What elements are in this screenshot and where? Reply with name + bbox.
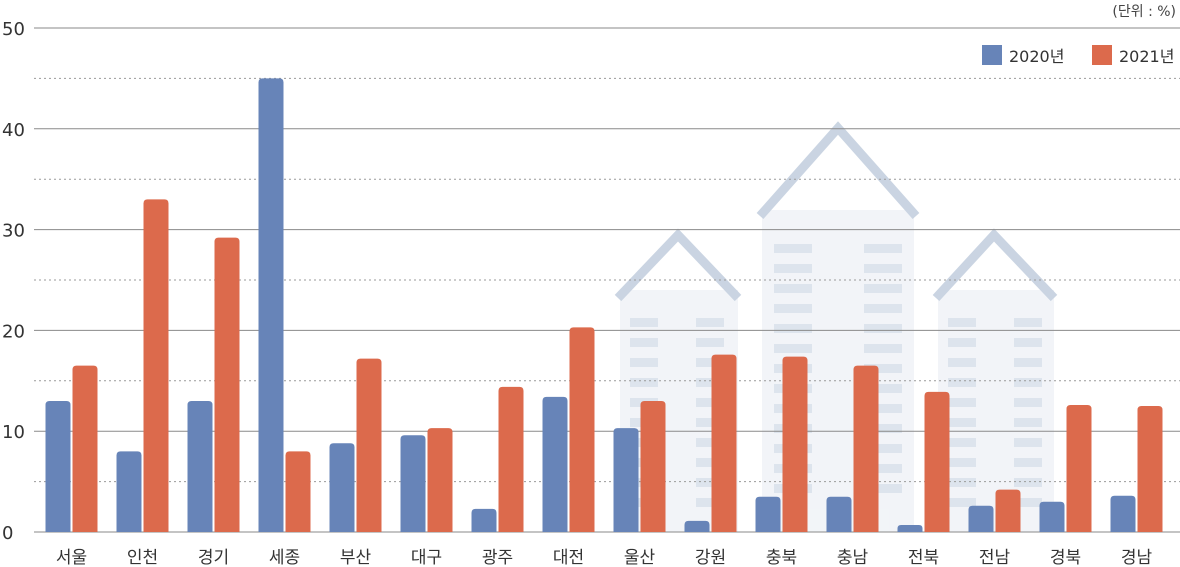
- bar-2021-13: [995, 489, 1021, 532]
- bar-2021-14: [1066, 404, 1092, 532]
- bar-2020-13: [968, 505, 994, 532]
- legend: 2020년 2021년: [982, 45, 1174, 66]
- x-category-label: 전북: [908, 548, 939, 567]
- bar-2020-12: [897, 524, 923, 532]
- bar-2020-0: [45, 400, 71, 532]
- bar-2021-0: [72, 365, 98, 532]
- x-category-label: 경남: [1121, 548, 1153, 567]
- legend-swatch-0: [982, 45, 1002, 65]
- x-category-label: 경북: [1050, 548, 1081, 567]
- legend-label-0: 2020년: [1009, 47, 1064, 66]
- y-axis-tick-labels: 0 10 20 30 40 50: [2, 19, 25, 544]
- bar-2020-5: [400, 435, 426, 532]
- bar-2020-11: [826, 496, 852, 532]
- bar-2020-7: [542, 396, 568, 532]
- bar-2021-12: [924, 391, 950, 532]
- x-category-label: 충남: [837, 548, 869, 567]
- bar-2021-7: [569, 327, 595, 532]
- bar-2020-2: [187, 400, 213, 532]
- x-category-label: 대구: [411, 548, 442, 567]
- bar-2021-5: [427, 428, 453, 532]
- y-tick-label: 0: [2, 523, 13, 544]
- bar-2020-8: [613, 428, 639, 532]
- bars: [45, 78, 1163, 533]
- legend-label-1: 2021년: [1119, 47, 1174, 66]
- bar-2020-10: [755, 496, 781, 532]
- bar-2021-3: [285, 451, 311, 532]
- unit-label: (단위 : %): [1112, 4, 1176, 20]
- bar-2021-1: [143, 199, 169, 533]
- bar-2020-4: [329, 443, 355, 532]
- y-tick-label: 50: [2, 19, 25, 40]
- x-category-label: 광주: [482, 548, 513, 567]
- bar-2021-6: [498, 386, 524, 532]
- bar-2021-4: [356, 358, 382, 532]
- y-tick-label: 40: [2, 120, 25, 141]
- x-axis-category-labels: 서울 인천 경기 세종 부산 대구 광주 대전 울산 강원 충북 충남 전북 전남 경북 경남: [56, 548, 1153, 567]
- x-category-label: 경기: [198, 548, 229, 567]
- x-category-label: 서울: [56, 548, 87, 567]
- bar-2021-8: [640, 400, 666, 532]
- legend-swatch-1: [1092, 45, 1112, 65]
- y-tick-label: 30: [2, 221, 25, 242]
- x-category-label: 인천: [127, 548, 158, 567]
- y-tick-label: 10: [2, 422, 25, 443]
- y-tick-label: 20: [2, 321, 25, 342]
- bar-2021-2: [214, 237, 240, 532]
- bar-2021-15: [1137, 406, 1163, 532]
- bar-2020-6: [471, 508, 497, 532]
- bar-2020-1: [116, 451, 142, 532]
- grid-lines: [34, 27, 1180, 533]
- x-category-label: 대전: [553, 548, 584, 567]
- x-category-label: 울산: [624, 548, 656, 567]
- bar-2021-10: [782, 356, 808, 532]
- bar-2020-14: [1039, 501, 1065, 532]
- x-category-label: 부산: [340, 548, 372, 567]
- x-category-label: 세종: [269, 548, 300, 567]
- bar-2020-15: [1110, 495, 1136, 532]
- x-category-label: 강원: [695, 548, 726, 567]
- x-category-label: 충북: [766, 548, 797, 567]
- x-category-label: 전남: [979, 548, 1011, 567]
- bar-2021-9: [711, 354, 737, 532]
- bar-2020-9: [684, 520, 710, 532]
- bar-2020-3: [258, 78, 284, 533]
- bar-2021-11: [853, 365, 879, 532]
